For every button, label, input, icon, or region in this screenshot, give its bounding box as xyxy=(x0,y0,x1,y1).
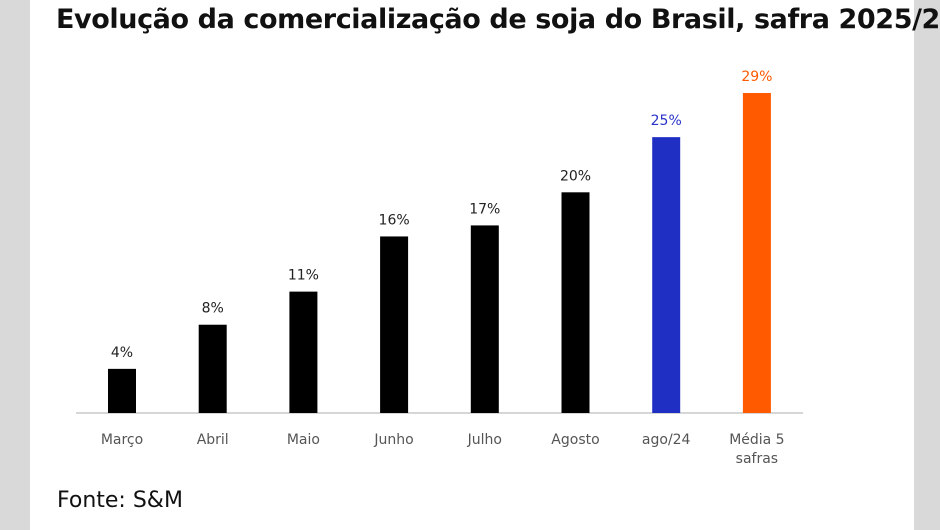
bar-7 xyxy=(742,93,771,413)
bar-2 xyxy=(289,291,318,413)
category-label-0: Março xyxy=(101,432,143,448)
category-label-6: ago/24 xyxy=(642,432,691,448)
value-label-5: 20% xyxy=(560,168,591,184)
value-label-6: 25% xyxy=(651,113,682,129)
category-label-7-line-0: Média 5 xyxy=(729,432,784,448)
value-label-1: 8% xyxy=(202,301,224,317)
category-label-5: Agosto xyxy=(551,432,599,448)
value-label-7: 29% xyxy=(741,69,772,85)
value-label-4: 17% xyxy=(469,201,500,217)
value-label-2: 11% xyxy=(288,268,319,284)
bar-chart: 4% Março 8% Abril 11% Maio 16% Junho 17% Julho 20%… xyxy=(76,69,803,467)
category-label-4: Julho xyxy=(467,432,502,448)
category-label-3: Junho xyxy=(373,432,413,448)
bar-0 xyxy=(108,368,136,413)
value-label-3: 16% xyxy=(379,212,410,228)
category-label-7-line-1: safras xyxy=(736,451,778,467)
chart-card: Evolução da comercialização de soja do B… xyxy=(30,0,940,530)
category-label-1: Abril xyxy=(197,432,229,448)
source-note: Fonte: S&M xyxy=(57,488,183,513)
bar-6 xyxy=(652,137,681,413)
bar-1 xyxy=(198,324,227,413)
bar-5 xyxy=(561,192,590,413)
category-label-2: Maio xyxy=(287,432,320,448)
bar-4 xyxy=(470,225,499,413)
chart-title: Evolução da comercialização de soja do B… xyxy=(56,4,940,35)
value-label-0: 4% xyxy=(111,345,133,361)
bar-3 xyxy=(380,236,409,413)
